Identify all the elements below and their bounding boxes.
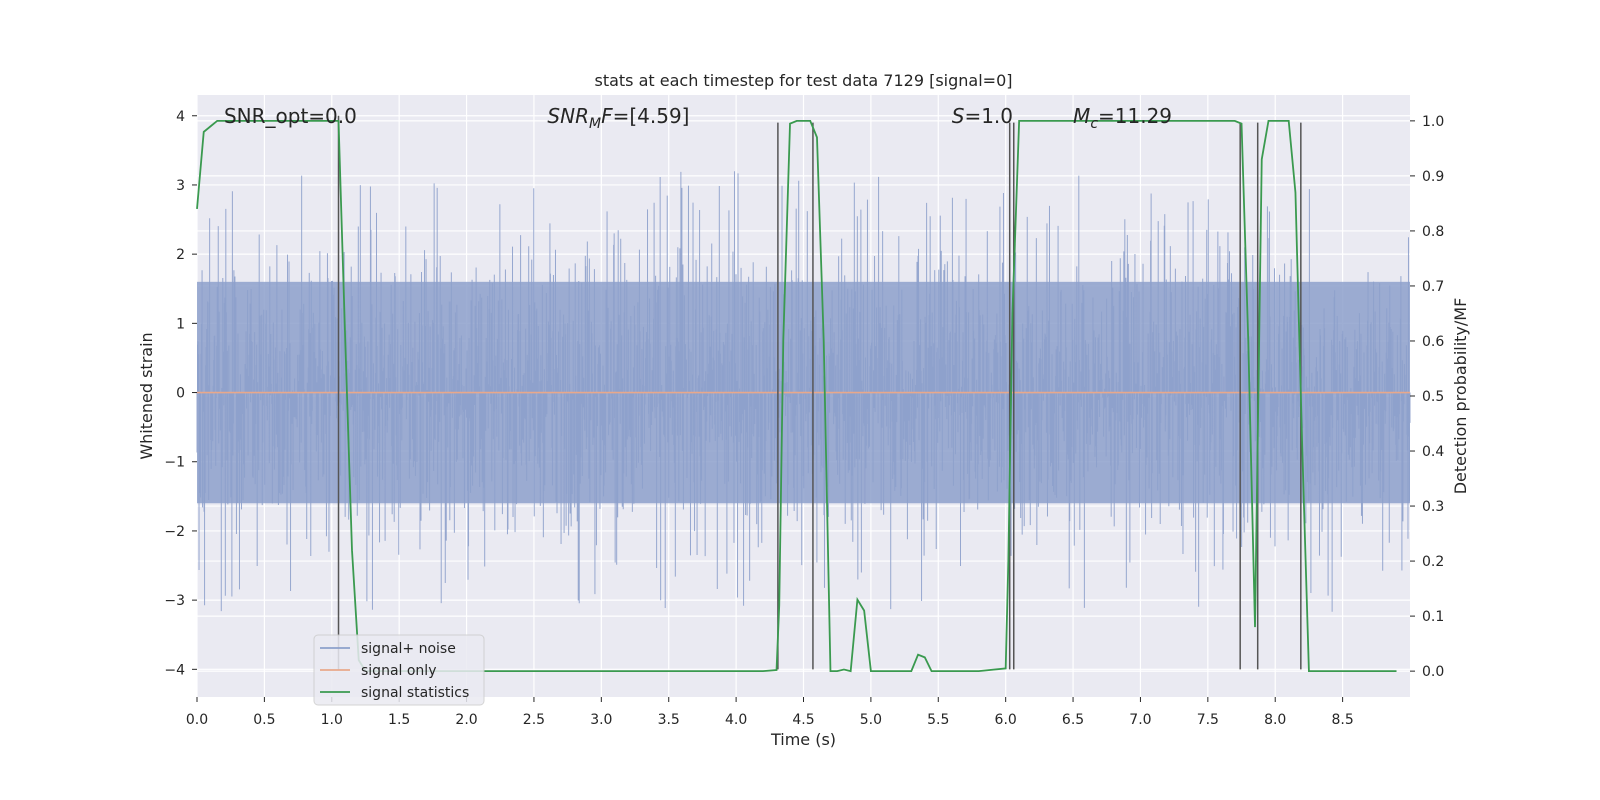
series-signal-statistics	[196, 119, 1397, 673]
legend-label: signal+ noise	[361, 641, 456, 657]
legend: signal+ noise signal only signal statistic…	[313, 634, 485, 706]
annotation-text: Mc=11.29	[1073, 104, 1172, 132]
y-tick-label: 3	[176, 178, 185, 194]
annotations: SNR_opt=0.0 SNRMF=[4.59] S=1.0 Mc=11.29	[224, 104, 1172, 132]
y2-axis-ticks: 1.0 0.9 0.8 0.7 0.6 0.5 0.4 0.3 0.2 0.1 0.0	[1410, 114, 1444, 680]
y-axis-ticks: 4 3 2 1 0 −1 −2 −3 −4	[164, 109, 197, 678]
y2-tick-label: 0.8	[1422, 224, 1444, 240]
x-axis-label: Time (s)	[770, 730, 836, 749]
legend-label: signal only	[361, 663, 436, 679]
x-tick-label: 6.0	[995, 712, 1017, 728]
x-tick-label: 3.0	[590, 712, 612, 728]
y2-tick-label: 0.0	[1422, 664, 1444, 680]
x-tick-label: 2.0	[455, 712, 477, 728]
x-tick-label: 4.0	[725, 712, 747, 728]
y2-tick-label: 0.9	[1422, 169, 1444, 185]
annotation-text: SNR_opt=0.0	[224, 104, 357, 128]
y-tick-label: 2	[176, 247, 185, 263]
x-tick-label: 7.5	[1197, 712, 1219, 728]
legend-label: signal statistics	[361, 685, 469, 701]
y2-axis-label: Detection probability/MF	[1451, 298, 1470, 495]
x-tick-label: 7.0	[1129, 712, 1151, 728]
x-tick-label: 8.0	[1264, 712, 1286, 728]
y-tick-label: −2	[164, 524, 185, 540]
x-tick-label: 1.0	[321, 712, 343, 728]
x-tick-label: 4.5	[792, 712, 814, 728]
y2-tick-label: 0.7	[1422, 279, 1444, 295]
y-tick-label: −3	[164, 593, 185, 609]
annotation-text: S=1.0	[952, 104, 1013, 128]
y-axis-label: Whitened strain	[137, 332, 156, 459]
x-tick-label: 5.5	[927, 712, 949, 728]
y2-tick-label: 0.2	[1422, 554, 1444, 570]
x-tick-label: 2.5	[523, 712, 545, 728]
x-tick-label: 0.5	[253, 712, 275, 728]
y2-tick-label: 0.5	[1422, 389, 1444, 405]
y2-tick-label: 0.1	[1422, 609, 1444, 625]
x-axis-ticks: 0.0 0.5 1.0 1.5 2.0 2.5 3.0 3.5 4.0 4.5 5.0 5.5 6.0 6…	[186, 697, 1354, 728]
y-tick-label: −4	[164, 662, 185, 678]
y2-tick-label: 1.0	[1422, 114, 1444, 130]
x-tick-label: 0.0	[186, 712, 208, 728]
annotation-text: SNRMF=[4.59]	[547, 104, 689, 132]
y-tick-label: −1	[164, 455, 185, 471]
legend-box	[313, 634, 485, 706]
x-tick-label: 8.5	[1331, 712, 1353, 728]
y-tick-label: 1	[176, 316, 185, 332]
y-tick-label: 4	[176, 109, 185, 125]
signal-statistics-line	[196, 119, 1397, 673]
y2-tick-label: 0.4	[1422, 444, 1444, 460]
y-tick-label: 0	[176, 386, 185, 402]
chart-title: stats at each timestep for test data 712…	[594, 71, 1012, 90]
y2-tick-label: 0.3	[1422, 499, 1444, 515]
x-tick-label: 6.5	[1062, 712, 1084, 728]
y2-tick-label: 0.6	[1422, 334, 1444, 350]
x-tick-label: 1.5	[388, 712, 410, 728]
x-tick-label: 5.0	[860, 712, 882, 728]
x-tick-label: 3.5	[658, 712, 680, 728]
